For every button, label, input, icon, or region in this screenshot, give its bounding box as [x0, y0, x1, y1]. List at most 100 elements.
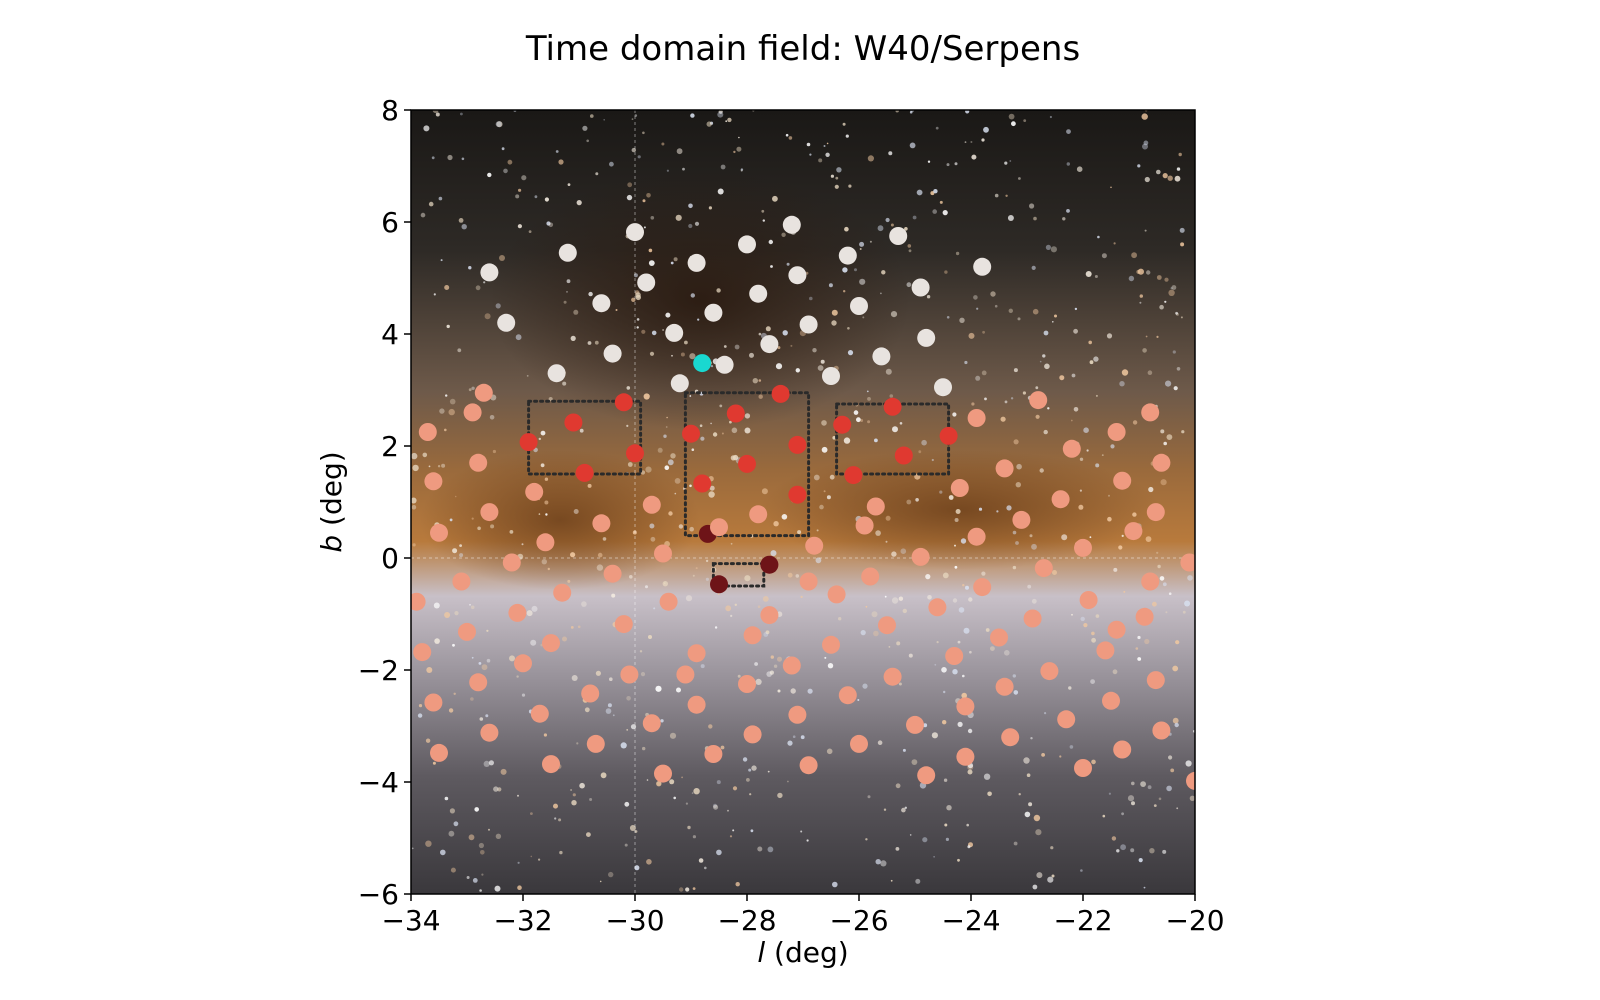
star	[867, 155, 875, 162]
x-tick-label: −24	[941, 904, 1000, 937]
star	[500, 768, 507, 775]
star	[434, 638, 440, 644]
star	[1062, 217, 1066, 221]
star	[666, 416, 668, 419]
data-point	[424, 693, 443, 712]
star	[1110, 444, 1115, 449]
star	[729, 420, 732, 424]
star	[830, 174, 835, 178]
star	[777, 689, 781, 693]
star	[685, 887, 690, 892]
star	[800, 595, 803, 599]
star	[971, 402, 975, 406]
data-point	[620, 665, 639, 684]
star	[968, 332, 975, 339]
star	[634, 865, 640, 871]
star	[1066, 162, 1071, 166]
star	[927, 160, 931, 163]
star	[926, 295, 931, 299]
star	[466, 876, 470, 879]
star	[483, 281, 486, 284]
star	[1153, 804, 1157, 807]
star	[883, 808, 887, 811]
star	[1006, 505, 1012, 511]
star	[1083, 623, 1088, 628]
star	[821, 446, 828, 453]
data-point	[480, 503, 499, 522]
star	[1170, 768, 1175, 773]
star	[777, 656, 782, 662]
star	[963, 627, 970, 634]
star	[1022, 391, 1026, 395]
star	[599, 880, 602, 883]
star	[567, 183, 571, 187]
star	[962, 674, 965, 678]
star	[943, 690, 946, 694]
star	[1144, 229, 1147, 232]
star	[944, 823, 948, 827]
star	[426, 667, 433, 673]
data-point	[883, 667, 902, 686]
data-point	[502, 553, 521, 572]
star	[712, 432, 718, 437]
star	[922, 837, 928, 843]
star	[1120, 844, 1126, 851]
star	[1156, 335, 1159, 338]
star	[761, 209, 765, 213]
star	[921, 439, 927, 446]
data-point	[480, 263, 499, 282]
star	[448, 408, 455, 416]
star	[1015, 541, 1019, 545]
star	[1051, 874, 1055, 878]
star	[1036, 872, 1043, 879]
star	[990, 646, 995, 651]
star	[705, 577, 710, 581]
star	[842, 267, 848, 273]
data-point	[1141, 572, 1160, 591]
data-point	[592, 514, 611, 533]
star	[1164, 300, 1167, 303]
star	[931, 458, 934, 462]
star	[881, 270, 886, 275]
star	[1175, 311, 1178, 315]
star	[973, 295, 978, 300]
star	[475, 285, 481, 291]
star	[528, 230, 532, 234]
star	[1071, 613, 1073, 616]
star	[666, 169, 670, 172]
star	[697, 318, 700, 321]
star	[675, 214, 682, 221]
star	[1121, 812, 1124, 816]
star	[632, 530, 637, 535]
star	[736, 146, 742, 152]
star	[573, 509, 579, 514]
star	[755, 678, 762, 686]
data-point	[738, 235, 756, 254]
region-box	[683, 391, 811, 538]
star	[412, 464, 419, 472]
star	[892, 426, 898, 433]
star	[957, 858, 960, 862]
star	[860, 630, 866, 636]
star	[540, 430, 546, 436]
data-point	[850, 734, 868, 753]
star	[1147, 785, 1152, 790]
star	[1164, 277, 1169, 282]
star	[411, 452, 418, 460]
star	[609, 677, 613, 681]
star	[740, 168, 744, 171]
data-point	[844, 466, 863, 485]
star	[517, 224, 523, 229]
star	[773, 664, 778, 668]
star	[845, 134, 849, 138]
star	[1023, 757, 1030, 764]
star	[545, 513, 548, 516]
star	[1015, 482, 1021, 488]
star	[526, 610, 533, 617]
star	[942, 720, 947, 725]
star	[1168, 289, 1175, 296]
star	[1137, 164, 1141, 168]
star	[615, 309, 618, 311]
data-point	[710, 518, 728, 537]
star	[809, 153, 812, 156]
